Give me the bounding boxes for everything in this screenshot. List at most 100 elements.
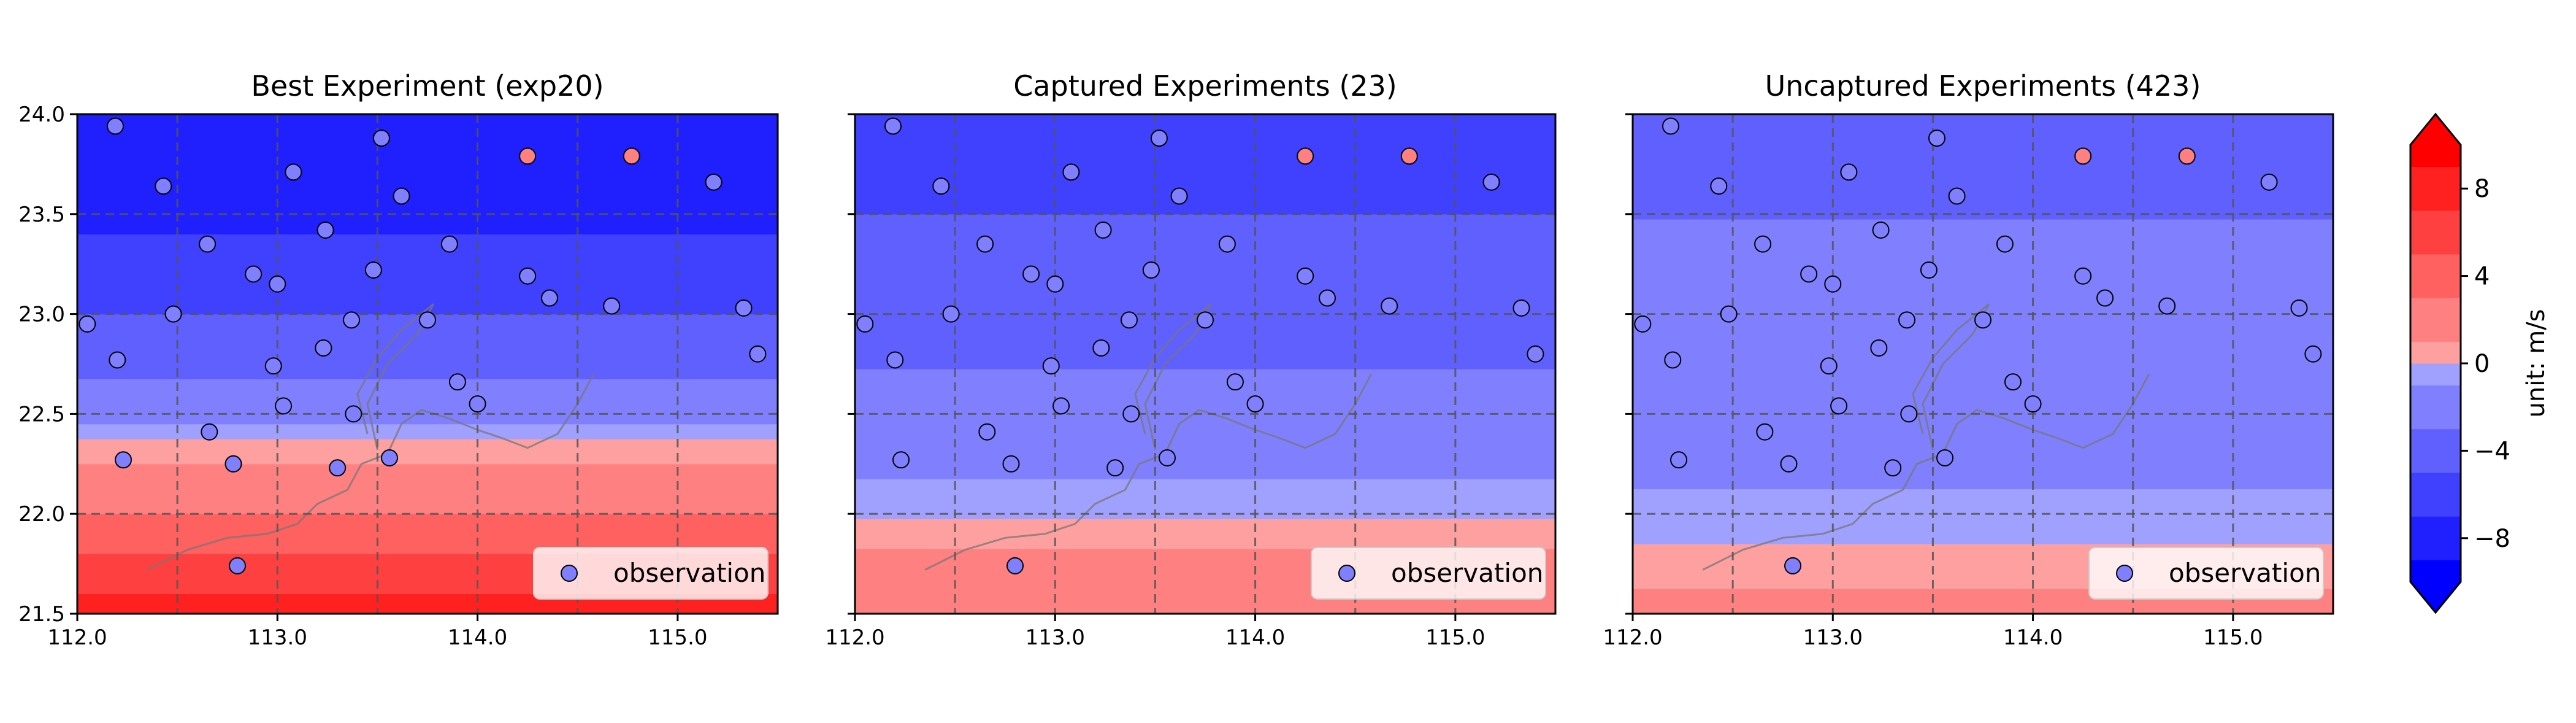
coastline (1702, 373, 2150, 571)
colorbar-segment (2410, 298, 2461, 342)
contour-band (1633, 428, 2333, 435)
contour-band (855, 114, 1555, 120)
observation-marker (1830, 397, 1848, 415)
contour-band (855, 214, 1555, 220)
contour-band (77, 383, 778, 390)
contour-band (1633, 303, 2333, 310)
observation-marker (1996, 235, 2014, 253)
contour-band (855, 438, 1555, 444)
contour-band (1633, 268, 2333, 275)
contour-band (1633, 508, 2333, 514)
contour-band (1633, 413, 2333, 420)
observation-marker (2024, 395, 2042, 413)
contour-band (855, 498, 1555, 505)
observation-marker (1820, 357, 1838, 375)
contour-band (77, 333, 778, 339)
observation-marker (1002, 455, 1020, 473)
x-tick-label: 114.0 (1225, 625, 1285, 650)
contour-band (1633, 373, 2333, 380)
contour-band (1633, 418, 2333, 425)
colorbar-frame (2409, 112, 2462, 614)
observation-marker (978, 423, 996, 441)
contour-band (855, 448, 1555, 455)
contour-band (855, 373, 1555, 380)
x-tick-label: 115.0 (1425, 625, 1485, 650)
contour-band (1633, 513, 2333, 519)
x-tick-label: 115.0 (2203, 625, 2263, 650)
observation-marker (316, 221, 334, 239)
observation-marker (623, 147, 640, 165)
contour-band (77, 553, 778, 560)
colorbar-segment (2410, 166, 2461, 211)
legend-marker (1338, 565, 1355, 582)
contour-band (1633, 533, 2333, 539)
legend: observation (2088, 547, 2324, 600)
contour-band (1633, 114, 2333, 120)
contour-band (77, 373, 778, 380)
contour-band (77, 588, 778, 595)
contour-band (77, 293, 778, 300)
contour-band (77, 338, 778, 345)
observation-marker (2290, 299, 2308, 317)
observation-marker (345, 405, 362, 423)
contour-band (1633, 403, 2333, 409)
observation-marker (1720, 305, 1738, 323)
contour-band (1633, 528, 2333, 535)
contour-band (77, 174, 778, 180)
contour-band (855, 578, 1555, 584)
contour-band (77, 578, 778, 584)
contour-band (77, 149, 778, 155)
contour-band (1633, 163, 2333, 170)
y-tick-label: 23.0 (18, 303, 65, 327)
colorbar-label: unit: m/s (2522, 309, 2550, 418)
contour-band (1633, 174, 2333, 180)
contour-band (77, 603, 778, 609)
observation-marker (884, 117, 902, 135)
colorbar-segment (2410, 428, 2461, 473)
contour-band (77, 233, 778, 240)
legend-marker (561, 565, 578, 582)
contour-band (855, 144, 1555, 150)
observation-marker (109, 351, 126, 369)
observation-marker (1900, 405, 1918, 423)
contour-band (855, 573, 1555, 579)
observation-marker (1634, 315, 1652, 333)
observation-marker (2158, 297, 2176, 315)
observation-marker (1664, 351, 1682, 369)
contour-band (1633, 133, 2333, 140)
contour-band (855, 193, 1555, 199)
observation-marker (264, 357, 282, 375)
contour-band (1633, 498, 2333, 505)
observation-marker (735, 299, 753, 317)
map-panels: Best Experiment (exp20) 112.0 113.0 114.0 11… (18, 69, 2334, 650)
contour-band (855, 223, 1555, 230)
contour-band (1633, 448, 2333, 455)
observation-marker (1106, 459, 1124, 477)
contour-band (1633, 338, 2333, 345)
contour-band (1633, 298, 2333, 304)
contour-band (77, 168, 778, 175)
observation-marker (519, 267, 537, 285)
contour-band (1633, 328, 2333, 334)
contour-band (1633, 398, 2333, 404)
contour-band (1633, 563, 2333, 570)
contour-band (855, 568, 1555, 574)
observation-marker (1297, 267, 1314, 285)
contour-band (1633, 214, 2333, 220)
contour-band (855, 553, 1555, 560)
contour-band (77, 443, 778, 449)
contour-band (1633, 468, 2333, 474)
contour-band (1633, 348, 2333, 355)
contour-band (855, 133, 1555, 140)
coastline (147, 373, 595, 571)
contour-band (855, 163, 1555, 170)
observation-marker (364, 261, 382, 279)
observation-marker (1022, 265, 1040, 283)
contour-band (77, 303, 778, 310)
contour-band (855, 218, 1555, 225)
axes-frame (76, 113, 779, 615)
contour-band (77, 528, 778, 535)
gridlines (855, 114, 1555, 614)
contour-band (1633, 168, 2333, 175)
contour-band (855, 483, 1555, 490)
